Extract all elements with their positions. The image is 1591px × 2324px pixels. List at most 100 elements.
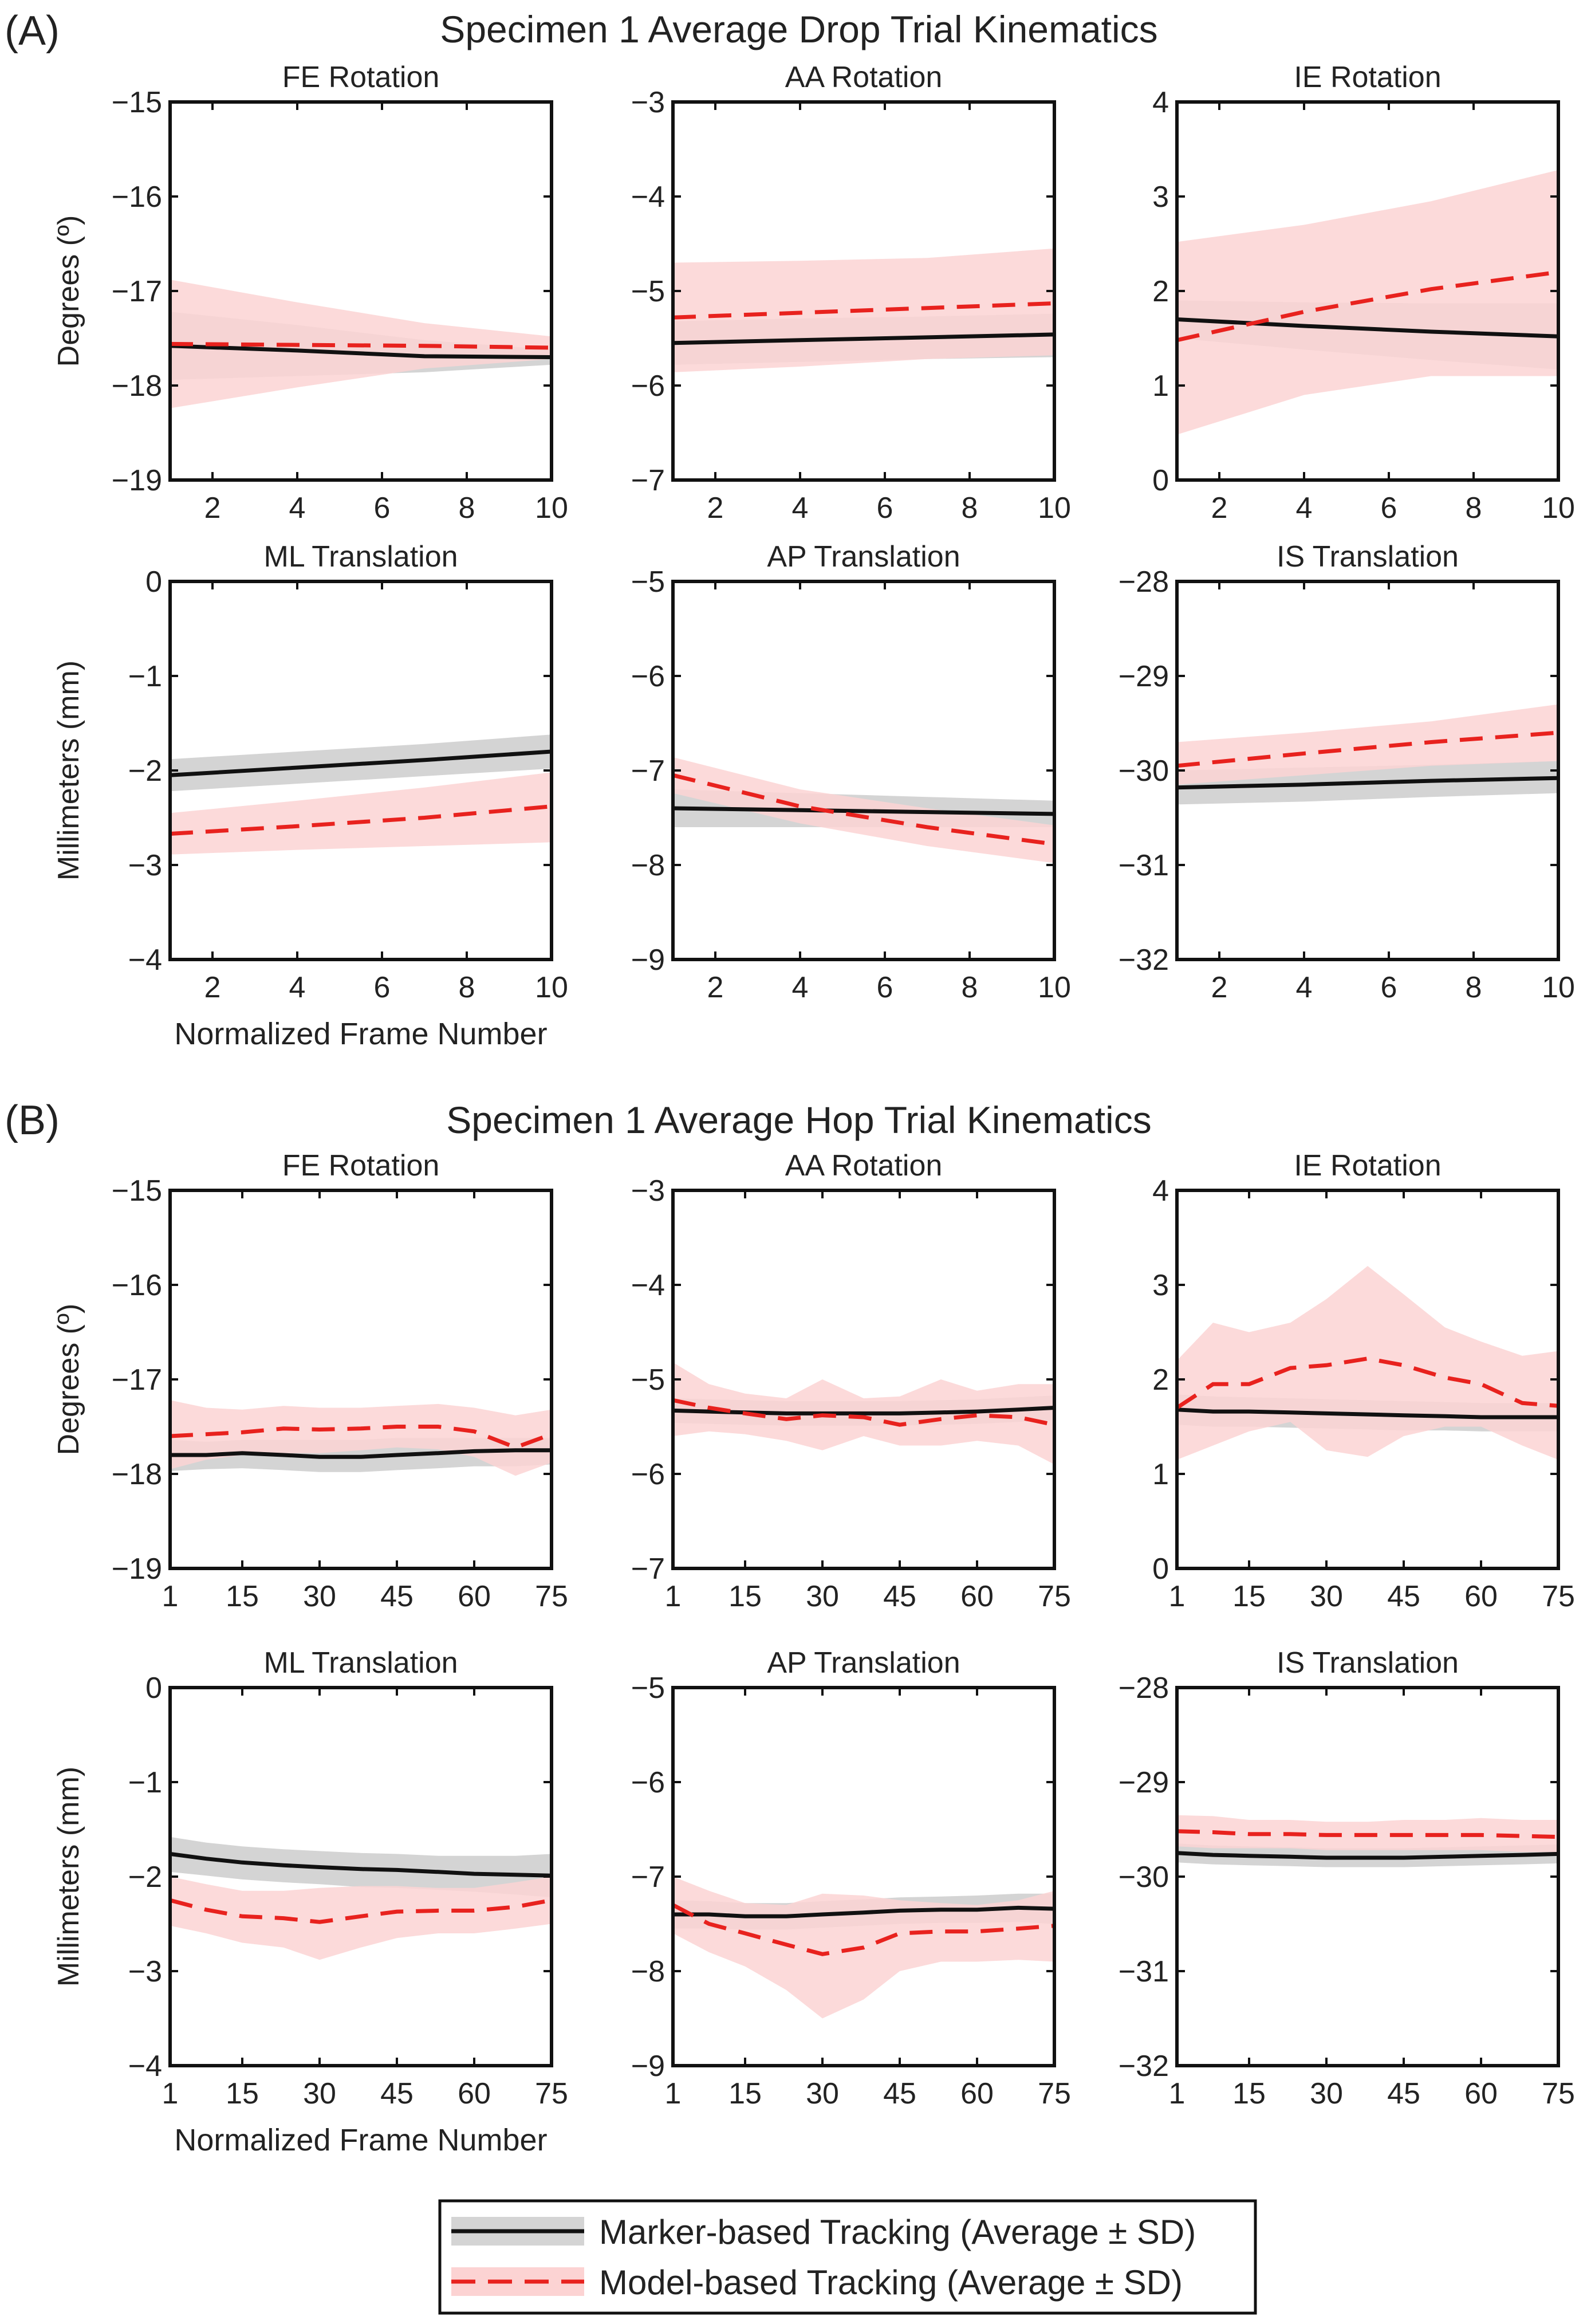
subplot-title: AP Translation <box>767 1646 960 1680</box>
x-axis-label: Normalized Frame Number <box>174 2123 547 2157</box>
marker-mean-line <box>1176 1407 1558 1419</box>
x-tick-label: 60 <box>458 1580 491 1613</box>
y-tick-label: −7 <box>631 1552 665 1586</box>
x-tick-label: 8 <box>1466 971 1482 1004</box>
x-tick-label: 2 <box>707 491 724 525</box>
y-tick-label: −5 <box>631 565 665 599</box>
x-tick-label: 2 <box>707 971 724 1004</box>
y-axis-label: Degrees (º) <box>52 1304 85 1456</box>
subplot-title: IE Rotation <box>1294 61 1441 94</box>
x-tick-label: 1 <box>665 1580 682 1613</box>
model-mean-line <box>170 804 552 836</box>
y-tick-label: −29 <box>1119 660 1169 693</box>
y-tick-label: −3 <box>631 1174 665 1208</box>
subplot-a4: 2 4 6 8 10 −4 −3 −2 −1 0 ML Translation Millimeters… <box>52 540 568 1051</box>
marker-mean-line <box>672 1406 1055 1415</box>
x-tick-label: 4 <box>1296 491 1313 525</box>
x-tick-label: 2 <box>204 491 221 525</box>
x-tick-label: 15 <box>1232 1580 1266 1613</box>
y-tick-label: −6 <box>631 369 665 403</box>
subplot-b1: 1 15 30 45 60 75 −19 −18 −17 −16 −15 FE Rotation Deg… <box>52 1149 568 1613</box>
x-tick-label: 6 <box>877 491 893 525</box>
model-mean-line <box>170 1898 552 1924</box>
x-tick-label: 10 <box>535 971 568 1004</box>
y-tick-label: −4 <box>631 1269 665 1302</box>
marker-mean-line <box>672 332 1055 345</box>
y-axis-label: Millimeters (mm) <box>52 1767 85 1987</box>
subplot-title: AA Rotation <box>785 61 943 94</box>
marker-mean-line <box>672 806 1055 816</box>
y-tick-label: 3 <box>1152 180 1169 214</box>
y-tick-label: −3 <box>631 86 665 119</box>
x-tick-label: 15 <box>728 1580 762 1613</box>
x-tick-label: 60 <box>960 2077 994 2110</box>
x-tick-label: 30 <box>1310 2077 1343 2110</box>
x-tick-label: 6 <box>1381 971 1397 1004</box>
y-axis-label: Degrees (º) <box>52 215 85 367</box>
y-tick-label: −9 <box>631 943 665 977</box>
x-tick-label: 6 <box>374 491 391 525</box>
x-tick-label: 4 <box>289 491 306 525</box>
x-tick-label: 10 <box>1542 491 1575 525</box>
y-tick-label: −4 <box>128 2050 162 2083</box>
model-mean-line <box>1176 730 1559 768</box>
y-tick-label: −2 <box>128 754 162 788</box>
x-tick-label: 6 <box>877 971 893 1004</box>
x-tick-label: 30 <box>806 2077 839 2110</box>
y-tick-label: 0 <box>145 1672 162 1705</box>
y-tick-label: −15 <box>112 1174 162 1208</box>
x-tick-label: 75 <box>1038 1580 1071 1613</box>
y-tick-label: −31 <box>1119 849 1169 882</box>
subplot-title: ML Translation <box>263 1646 458 1680</box>
y-tick-label: −16 <box>112 1269 162 1302</box>
x-tick-label: 15 <box>1232 2077 1266 2110</box>
x-tick-label: 75 <box>1542 1580 1575 1613</box>
x-tick-label: 10 <box>535 491 568 525</box>
y-tick-label: −7 <box>631 754 665 788</box>
subplot-b5: 1 15 30 45 60 75 −9 −8 −7 −6 −5 AP Translation <box>631 1646 1071 2110</box>
y-tick-label: −7 <box>631 1861 665 1894</box>
marker-mean-line <box>1176 1851 1559 1860</box>
subplot-title: IE Rotation <box>1294 1149 1441 1182</box>
legend-model-label: Model-based Tracking (Average ± SD) <box>599 2263 1183 2302</box>
x-tick-label: 30 <box>303 1580 336 1613</box>
y-tick-label: −1 <box>128 1766 162 1799</box>
y-tick-label: −28 <box>1119 565 1169 599</box>
y-tick-label: −1 <box>128 660 162 693</box>
x-tick-label: 8 <box>962 491 978 525</box>
x-tick-label: 45 <box>380 1580 413 1613</box>
y-tick-label: −4 <box>128 943 162 977</box>
y-tick-label: 1 <box>1152 1458 1169 1491</box>
y-tick-label: 2 <box>1152 1363 1169 1397</box>
x-tick-label: 10 <box>1542 971 1575 1004</box>
subplot-title: AA Rotation <box>785 1149 943 1182</box>
x-tick-label: 45 <box>1387 1580 1420 1613</box>
y-tick-label: −9 <box>631 2050 665 2083</box>
x-tick-label: 60 <box>458 2077 491 2110</box>
y-tick-label: −30 <box>1119 754 1169 788</box>
x-tick-label: 15 <box>226 1580 259 1613</box>
subplot-b2: 1 15 30 45 60 75 −7 −6 −5 −4 −3 AA Rotation <box>631 1149 1071 1613</box>
x-tick-label: 8 <box>1466 491 1482 525</box>
x-tick-label: 30 <box>303 2077 336 2110</box>
x-tick-label: 75 <box>1038 2077 1071 2110</box>
model-mean-line <box>1176 1356 1559 1410</box>
x-tick-label: 60 <box>960 1580 994 1613</box>
x-tick-label: 75 <box>535 2077 568 2110</box>
x-tick-label: 4 <box>1296 971 1313 1004</box>
subplot-title: IS Translation <box>1277 540 1459 573</box>
model-mean-line <box>1176 1829 1559 1839</box>
panel-a-label: (A) <box>5 8 60 54</box>
subplot-title: FE Rotation <box>282 61 440 94</box>
model-sd-band <box>1177 704 1558 785</box>
y-tick-label: −4 <box>631 180 665 214</box>
x-tick-label: 60 <box>1464 1580 1498 1613</box>
x-tick-label: 1 <box>665 2077 682 2110</box>
x-tick-label: 8 <box>962 971 978 1004</box>
y-tick-label: −32 <box>1119 2050 1169 2083</box>
x-tick-label: 4 <box>792 971 809 1004</box>
y-tick-label: 0 <box>1152 464 1169 497</box>
